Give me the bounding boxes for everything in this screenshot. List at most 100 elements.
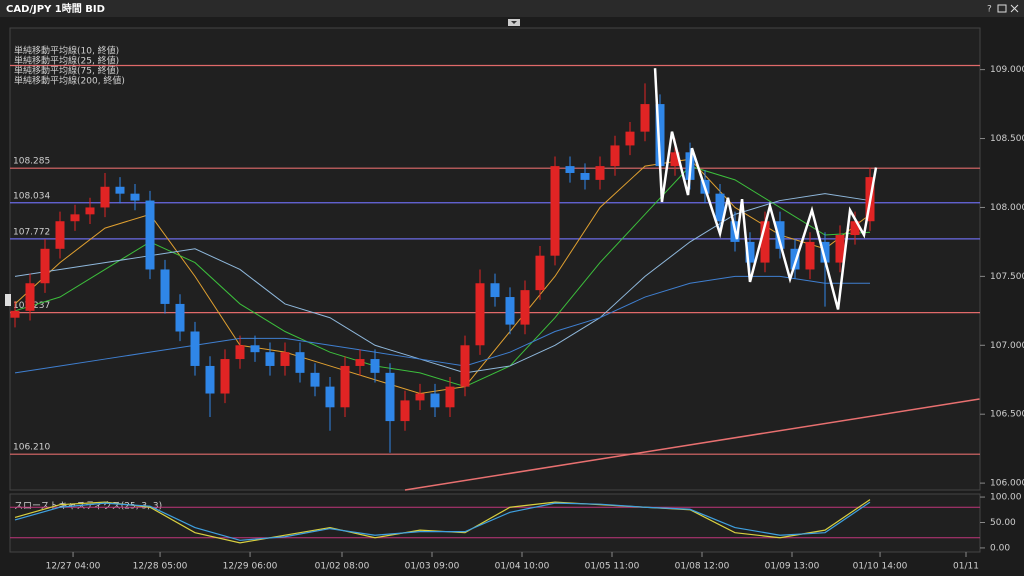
indicator-name: スローストキャスティクス(25, 3, 3) <box>14 501 162 512</box>
candle-body <box>475 283 485 346</box>
level-label: 107.772 <box>13 227 50 237</box>
y-tick-label: 108.000 <box>990 203 1024 213</box>
candle-body <box>100 186 110 208</box>
candle-body <box>85 207 95 215</box>
candle-body <box>580 172 590 180</box>
level-label: 106.210 <box>13 443 50 453</box>
candle-body <box>70 214 80 222</box>
x-tick-label: 01/09 13:00 <box>765 562 820 572</box>
candle-body <box>250 345 260 353</box>
candle-body <box>820 241 830 263</box>
y-tick-label: 106.500 <box>990 410 1024 420</box>
candle-body <box>10 310 20 318</box>
y-tick-label: 108.500 <box>990 134 1024 144</box>
level-label: 108.034 <box>13 191 50 201</box>
indicator-panel <box>9 493 981 553</box>
candle-body <box>595 166 605 180</box>
candle-body <box>205 365 215 394</box>
candle-body <box>505 297 515 325</box>
candle-body <box>340 365 350 408</box>
candle-body <box>265 352 275 366</box>
candle-body <box>400 400 410 422</box>
x-tick-label: 12/27 04:00 <box>46 562 101 572</box>
candle-body <box>175 303 185 332</box>
candle-body <box>625 131 635 146</box>
indicator-tick-label: 100.00 <box>990 493 1022 503</box>
collapse-arrow <box>511 21 517 24</box>
main-panel <box>9 27 981 491</box>
candle-body <box>790 248 800 270</box>
title-bar <box>0 0 1024 17</box>
y-tick-label: 109.000 <box>990 65 1024 75</box>
x-tick-label: 12/29 06:00 <box>223 562 278 572</box>
candle-body <box>55 221 65 249</box>
legend-entry: 単純移動平均線(25, 終値) <box>14 55 119 67</box>
stochastic-line <box>14 501 871 541</box>
candle-body <box>145 200 155 270</box>
y-tick-label: 106.000 <box>990 479 1024 489</box>
trendline <box>404 398 980 491</box>
candle-body <box>235 345 245 360</box>
candle-body <box>310 372 320 387</box>
maximize-button[interactable] <box>997 4 1007 13</box>
candle-body <box>415 393 425 401</box>
candle-body <box>490 283 500 298</box>
candle-body <box>655 104 665 167</box>
candle-body <box>220 359 230 394</box>
candle-body <box>130 193 140 201</box>
candle-body <box>430 393 440 408</box>
panel-handle[interactable] <box>5 294 11 306</box>
candle-body <box>295 352 305 373</box>
candle-body <box>535 255 545 291</box>
candle-body <box>325 386 335 408</box>
indicator-tick-label: 0.00 <box>990 543 1010 553</box>
x-tick-label: 01/03 09:00 <box>405 562 460 572</box>
help-button[interactable]: ? <box>987 5 992 15</box>
x-tick-label: 12/28 05:00 <box>133 562 188 572</box>
moving-average <box>14 275 870 374</box>
x-tick-label: 01/04 10:00 <box>495 562 550 572</box>
x-tick-label: 01/02 08:00 <box>315 562 370 572</box>
y-tick-label: 107.500 <box>990 272 1024 282</box>
candle-body <box>610 145 620 167</box>
legend-entry: 単純移動平均線(75, 終値) <box>14 65 119 77</box>
candle-body <box>40 248 50 284</box>
level-label: 108.285 <box>13 157 50 167</box>
candle-body <box>745 241 755 263</box>
candle-body <box>445 386 455 408</box>
x-tick-label: 01/05 11:00 <box>585 562 640 572</box>
moving-average <box>14 193 871 374</box>
candle-body <box>115 186 125 194</box>
y-tick-label: 107.000 <box>990 341 1024 351</box>
candle-body <box>715 193 725 222</box>
candle-body <box>670 152 680 167</box>
legend-entry: 単純移動平均線(200, 終値) <box>14 75 125 87</box>
candle-body <box>805 241 815 270</box>
candle-body <box>370 359 380 373</box>
candle-body <box>775 221 785 249</box>
window-title: CAD/JPY 1時間 BID <box>6 2 105 15</box>
candle-body <box>460 345 470 387</box>
candle-body <box>355 359 365 366</box>
candle-body <box>550 166 560 256</box>
candle-body <box>25 283 35 311</box>
candle-body <box>850 221 860 236</box>
candle-body <box>520 290 530 325</box>
zigzag-drawing <box>653 68 878 310</box>
moving-average <box>14 165 871 388</box>
candle-body <box>835 235 845 263</box>
candle-body <box>565 166 575 173</box>
close-button[interactable] <box>1010 4 1019 13</box>
x-tick-label: 01/10 14:00 <box>853 562 908 572</box>
candle-body <box>385 372 395 422</box>
candle-body <box>190 331 200 366</box>
candle-body <box>280 352 290 366</box>
legend-entry: 単純移動平均線(10, 終値) <box>14 45 119 57</box>
x-tick-label: 01/08 12:00 <box>675 562 730 572</box>
candle-body <box>760 221 770 263</box>
x-tick-label: 01/11 <box>953 562 979 572</box>
candle-body <box>160 269 170 304</box>
candle-body <box>640 104 650 132</box>
